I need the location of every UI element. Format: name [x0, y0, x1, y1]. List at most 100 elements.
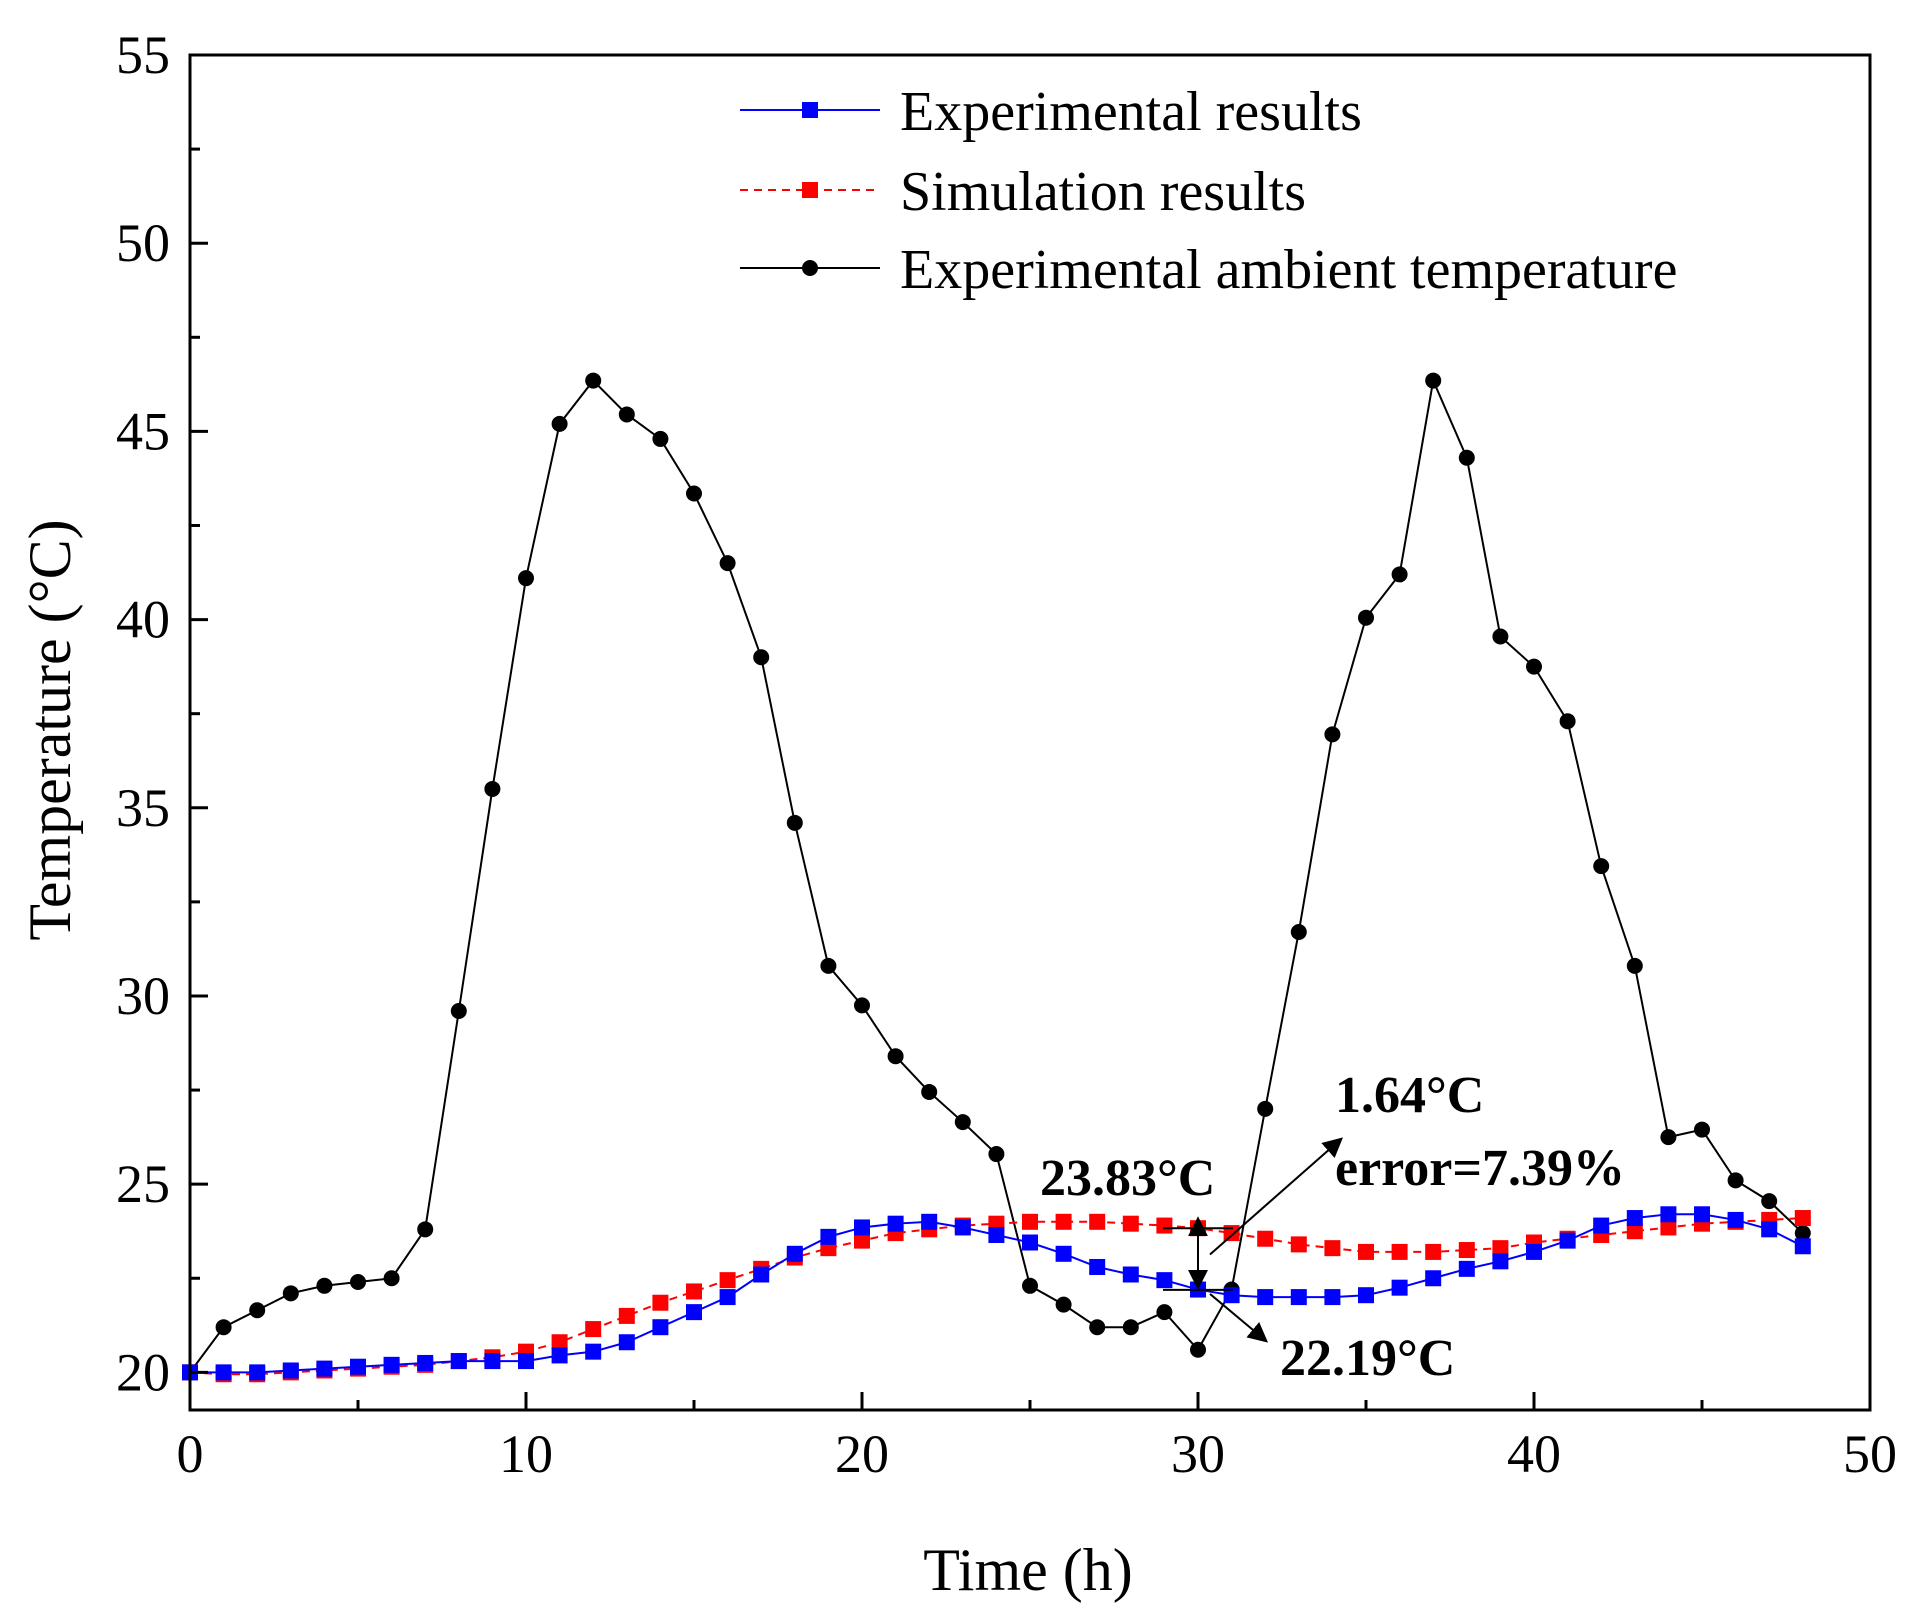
annotation-layer: 23.83°C 22.19°C 1.64°C error=7.39%	[1040, 1067, 1625, 1387]
data-point	[618, 1307, 635, 1324]
data-point	[686, 485, 702, 502]
data-point	[1089, 1258, 1106, 1275]
data-point	[1794, 1210, 1811, 1227]
data-point	[417, 1221, 434, 1238]
data-point	[518, 570, 534, 587]
data-point	[551, 1347, 568, 1364]
data-point	[1593, 858, 1610, 875]
annotation-label: error=7.39%	[1335, 1140, 1625, 1197]
data-point	[1190, 1341, 1206, 1358]
data-point	[1559, 713, 1576, 730]
data-point	[1358, 1287, 1374, 1304]
data-point	[1324, 726, 1341, 743]
data-point	[1526, 658, 1542, 675]
data-point	[1022, 1277, 1038, 1294]
legend-marker	[802, 260, 818, 276]
data-point	[854, 1219, 870, 1236]
data-point	[1458, 1260, 1475, 1277]
data-point	[618, 1334, 635, 1351]
annotation-label: 22.19°C	[1280, 1330, 1455, 1387]
data-point	[652, 1294, 669, 1311]
data-point	[854, 997, 870, 1014]
data-point	[1324, 1289, 1341, 1306]
data-point	[1391, 1279, 1408, 1296]
data-point	[585, 1321, 602, 1338]
y-tick-label: 50	[116, 213, 170, 273]
data-point	[1122, 1266, 1139, 1283]
data-point	[383, 1356, 400, 1373]
y-tick-label: 30	[116, 966, 170, 1026]
data-point	[350, 1274, 366, 1291]
x-tick-label: 50	[1843, 1424, 1897, 1484]
x-tick-label: 0	[177, 1424, 204, 1484]
legend-label: Simulation results	[900, 161, 1306, 223]
data-point	[1122, 1215, 1139, 1232]
annotation-label: 1.64°C	[1335, 1067, 1484, 1124]
data-point	[1660, 1129, 1677, 1146]
data-point	[887, 1215, 904, 1232]
x-tick-label: 10	[499, 1424, 553, 1484]
data-point	[1425, 1243, 1442, 1260]
data-point	[1492, 628, 1509, 645]
data-point	[450, 1003, 467, 1020]
data-point	[1022, 1213, 1038, 1230]
legend-item: Experimental results	[740, 81, 1362, 143]
series-layer	[182, 372, 1811, 1383]
data-point	[786, 1245, 803, 1262]
annotation-arrow	[1209, 1293, 1269, 1343]
data-point	[1391, 1243, 1408, 1260]
data-point	[316, 1360, 333, 1377]
data-point	[1425, 1270, 1442, 1287]
data-point	[1761, 1193, 1778, 1210]
data-point	[1022, 1234, 1038, 1251]
data-point	[1156, 1217, 1173, 1234]
data-point	[1727, 1172, 1744, 1189]
data-point	[1223, 1287, 1240, 1304]
data-point	[249, 1302, 266, 1319]
data-point	[551, 1334, 568, 1351]
data-point	[450, 1353, 467, 1370]
data-point	[1626, 1210, 1643, 1227]
legend-item: Experimental ambient temperature	[740, 239, 1677, 301]
series-experimental-results	[182, 1206, 1811, 1381]
data-point	[820, 957, 837, 974]
data-point	[282, 1362, 299, 1379]
y-axis-title: Temperature (°C)	[17, 519, 83, 940]
data-point	[1257, 1100, 1274, 1117]
data-point	[417, 1354, 434, 1371]
data-point	[1324, 1240, 1341, 1257]
data-point	[753, 649, 770, 666]
data-point	[1492, 1253, 1509, 1270]
data-point	[719, 1289, 736, 1306]
data-point	[1593, 1217, 1610, 1234]
x-tick-label: 20	[835, 1424, 889, 1484]
data-point	[988, 1146, 1005, 1163]
legend-marker	[802, 182, 818, 198]
data-point	[484, 1353, 501, 1370]
data-point	[484, 780, 501, 797]
series-experimental-ambient-temperature	[182, 372, 1811, 1381]
data-point	[585, 372, 602, 389]
legend: Experimental results Simulation results Ex…	[740, 81, 1677, 301]
data-point	[1122, 1319, 1139, 1336]
data-point	[1089, 1319, 1106, 1336]
data-point	[282, 1285, 299, 1302]
x-tick-label: 40	[1507, 1424, 1561, 1484]
y-tick-label: 40	[116, 590, 170, 650]
data-point	[954, 1114, 971, 1131]
data-point	[1727, 1211, 1744, 1228]
y-tick-label: 35	[116, 778, 170, 838]
data-point	[1626, 957, 1643, 974]
data-point	[719, 555, 736, 572]
y-tick-label: 25	[116, 1154, 170, 1214]
legend-label: Experimental ambient temperature	[900, 239, 1677, 301]
data-point	[585, 1343, 602, 1360]
y-tick-label: 45	[116, 401, 170, 461]
data-point	[719, 1272, 736, 1289]
data-point	[316, 1277, 333, 1294]
y-tick-label: 55	[116, 25, 170, 85]
data-point	[1794, 1225, 1811, 1242]
data-point	[618, 406, 635, 423]
y-tick-label: 20	[116, 1342, 170, 1402]
